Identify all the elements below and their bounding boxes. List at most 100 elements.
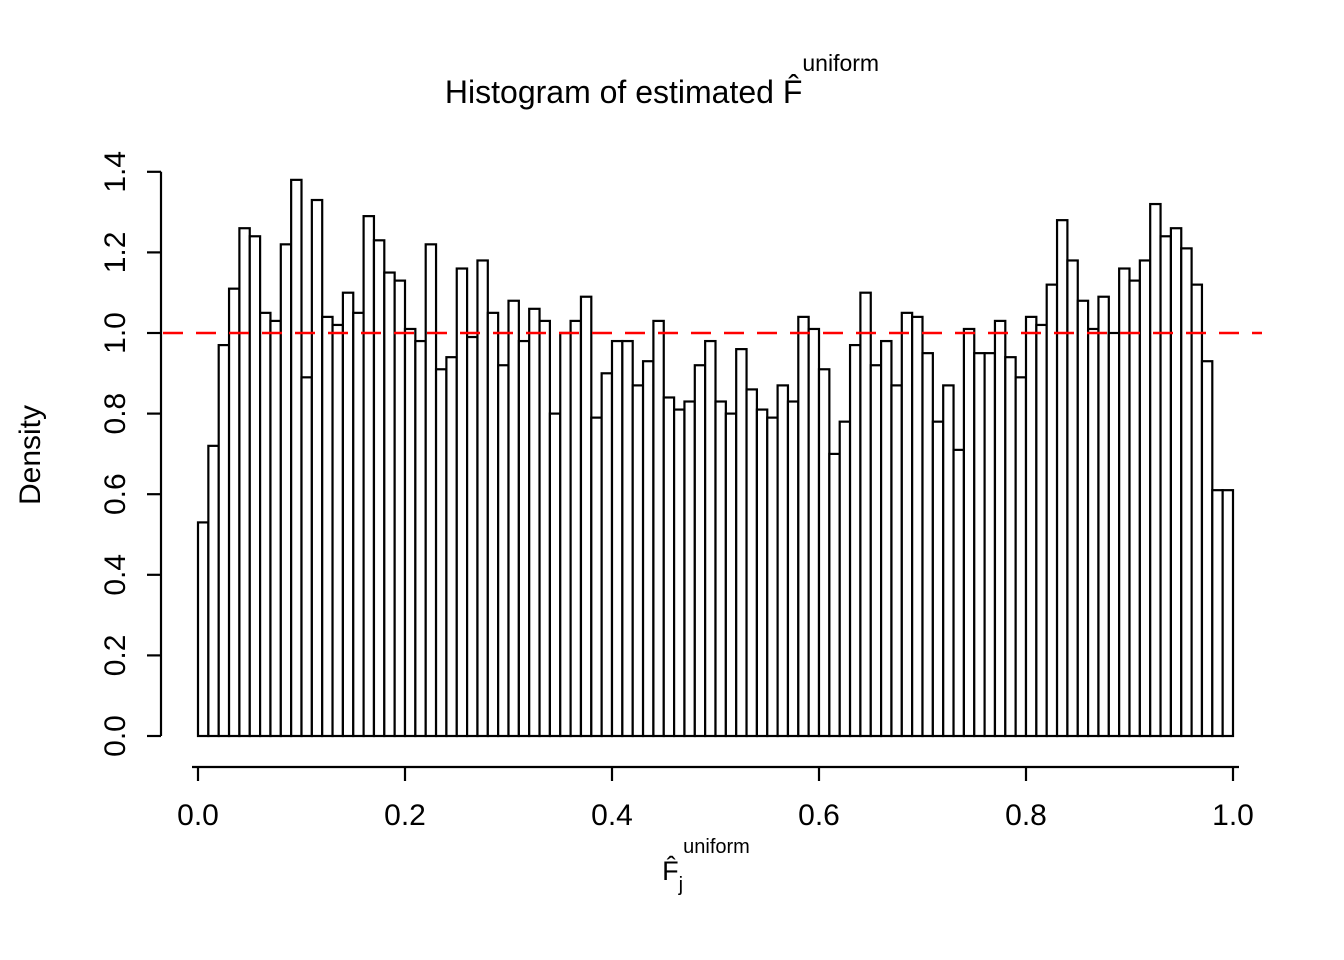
histogram-bar xyxy=(1055,219,1069,738)
histogram-bar xyxy=(962,327,976,738)
histogram-bar xyxy=(1076,299,1090,738)
histogram-bar xyxy=(310,198,324,738)
histogram-bar xyxy=(1014,376,1028,738)
x-tick-label: 0.4 xyxy=(591,799,633,832)
x-axis-label-subscript: j xyxy=(678,874,683,896)
histogram-bar xyxy=(196,521,210,738)
histogram-bar xyxy=(766,416,779,738)
histogram-bar xyxy=(1107,331,1121,738)
histogram-bar xyxy=(1180,247,1193,738)
histogram-bar xyxy=(1138,259,1152,738)
histogram-bar xyxy=(1086,327,1100,738)
histogram-bar xyxy=(331,323,344,738)
histogram-bar xyxy=(1221,489,1235,738)
chart-title-main: Histogram of estimated F̂ xyxy=(445,74,802,110)
histogram-bar xyxy=(879,339,893,738)
histogram-bar xyxy=(755,408,769,738)
x-tick-label: 1.0 xyxy=(1212,799,1254,832)
histogram-bar xyxy=(704,339,717,738)
histogram-bar xyxy=(1190,283,1204,738)
y-axis-label: Density xyxy=(14,405,47,505)
y-tick-label: 1.4 xyxy=(99,151,132,193)
histogram-bar xyxy=(693,364,707,738)
histogram-bar xyxy=(569,319,583,738)
histogram-bar xyxy=(227,287,241,738)
y-tick-label: 0.8 xyxy=(99,393,132,435)
y-tick-label: 0.6 xyxy=(99,473,132,515)
histogram-bar xyxy=(497,364,510,738)
histogram-bar xyxy=(745,388,758,738)
histogram-bar xyxy=(434,368,448,738)
histogram-bar xyxy=(1004,356,1017,738)
histogram-bar xyxy=(579,295,593,738)
histogram-bar xyxy=(848,343,862,738)
histogram-bar xyxy=(1149,202,1162,738)
histogram-bar xyxy=(300,376,313,738)
histogram-bar xyxy=(776,384,790,738)
histogram-bar xyxy=(662,396,676,738)
histogram-bar xyxy=(610,339,624,738)
chart-title: Histogram of estimated F̂uniform xyxy=(445,50,879,110)
histogram-bar xyxy=(797,315,810,738)
y-tick-label: 1.2 xyxy=(99,232,132,274)
histogram-bar xyxy=(248,235,262,738)
histogram-bar xyxy=(672,408,686,738)
histogram-bar xyxy=(942,384,955,738)
histogram-bar xyxy=(279,243,293,738)
x-axis-label-base: F̂ xyxy=(662,856,679,886)
histogram-bar xyxy=(217,343,231,738)
histogram-bar xyxy=(890,384,903,738)
histogram-bar xyxy=(445,356,458,738)
histogram-bar xyxy=(1118,267,1131,738)
histogram-bar xyxy=(900,311,914,738)
histogram-bar xyxy=(621,339,634,738)
histogram-bar xyxy=(362,215,376,738)
histogram-bar xyxy=(269,319,282,738)
x-axis-label-superscript: uniform xyxy=(683,836,750,858)
histogram-bar xyxy=(238,227,251,738)
histogram-bar xyxy=(641,360,655,738)
histogram-bar xyxy=(393,279,407,738)
histogram-bar xyxy=(600,372,614,738)
histogram-bar xyxy=(911,315,924,738)
histogram-bar xyxy=(559,331,572,738)
histogram-bar xyxy=(590,416,603,738)
histogram-bar xyxy=(507,299,520,738)
histogram-bar xyxy=(1128,279,1141,738)
histogram-bar xyxy=(1035,323,1048,738)
histogram-bar xyxy=(993,319,1007,738)
histogram-bar xyxy=(466,335,479,738)
chart-title-superscript: uniform xyxy=(802,50,879,76)
histogram-bar xyxy=(869,364,883,738)
histogram-bar xyxy=(724,412,738,738)
y-tick-label: 0.4 xyxy=(99,554,132,596)
histogram-bar xyxy=(383,271,396,738)
histogram-bar xyxy=(538,319,551,738)
x-tick-label: 0.6 xyxy=(798,799,840,832)
histogram-bar xyxy=(548,412,562,738)
histogram-bar xyxy=(486,311,500,738)
histogram-bar xyxy=(372,239,386,738)
histogram-bar xyxy=(1211,489,1224,738)
histogram-bar xyxy=(921,352,934,738)
y-tick-label: 1.0 xyxy=(99,312,132,354)
histogram-bar xyxy=(207,444,220,738)
histogram-bar xyxy=(714,400,727,738)
histogram-bar xyxy=(424,243,438,738)
histogram-bar xyxy=(973,352,986,738)
x-tick-label: 0.0 xyxy=(177,799,219,832)
histogram-bar xyxy=(341,291,355,738)
histogram-bar xyxy=(735,348,748,738)
y-tick-label: 0.2 xyxy=(99,635,132,677)
histogram-bar xyxy=(952,448,965,738)
histogram-bar xyxy=(859,291,872,738)
histogram-bar xyxy=(652,319,665,738)
x-tick-label: 0.2 xyxy=(384,799,426,832)
histogram-bar xyxy=(1024,315,1038,738)
histogram-bar xyxy=(352,311,365,738)
histogram-bar xyxy=(931,420,945,738)
histogram-bar xyxy=(259,311,272,738)
histogram-bar xyxy=(517,339,531,738)
